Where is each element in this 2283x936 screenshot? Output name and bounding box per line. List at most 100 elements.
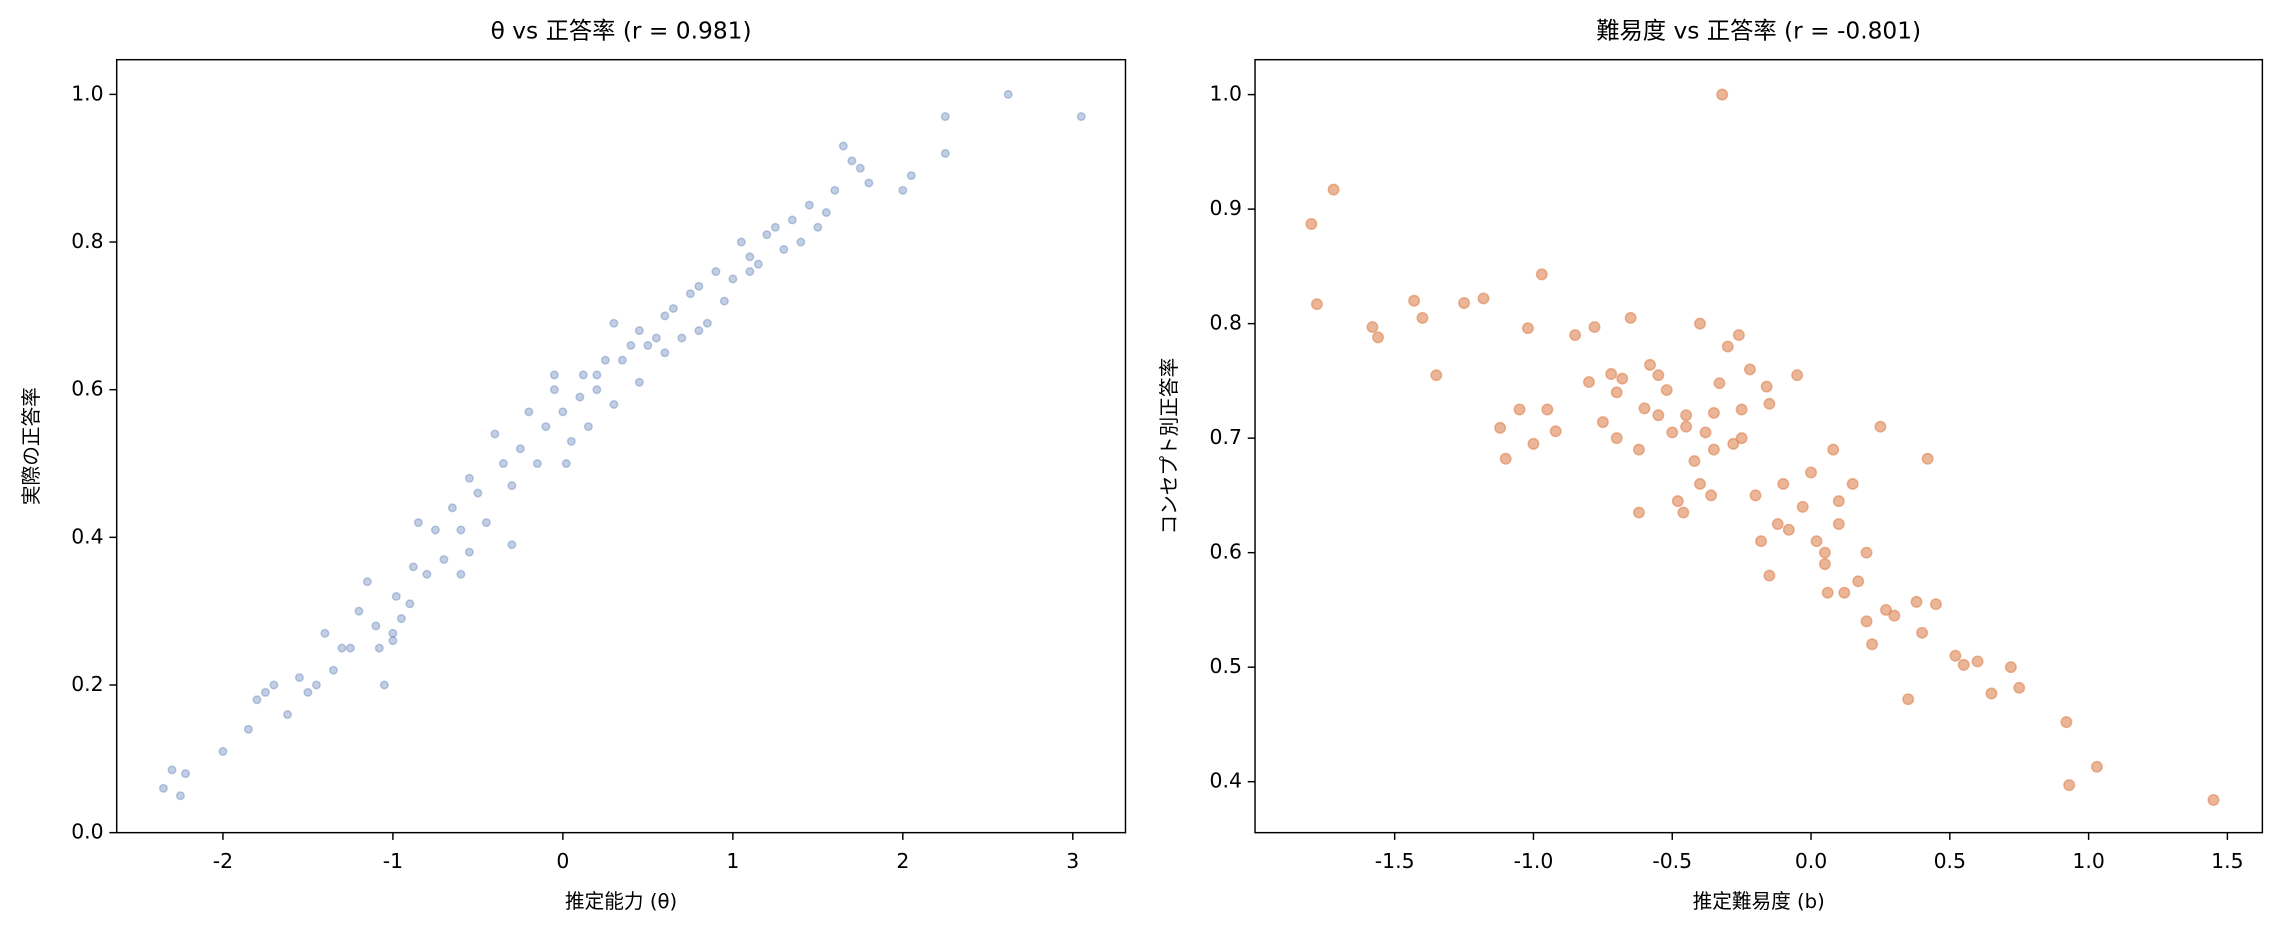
point [464, 473, 474, 483]
y-tick-label: 0.7 [1210, 425, 1242, 449]
point [447, 503, 457, 513]
point [388, 628, 398, 638]
point [243, 724, 253, 734]
point [396, 614, 406, 624]
point [1569, 329, 1582, 342]
point [1305, 218, 1318, 230]
x-tick-label: -2 [213, 849, 233, 873]
point [1916, 626, 1929, 639]
point [413, 518, 423, 528]
point [1880, 603, 1892, 616]
point [1782, 523, 1795, 536]
point [838, 141, 848, 151]
point [1660, 384, 1673, 397]
point [1416, 311, 1429, 324]
point [379, 680, 389, 690]
point [592, 385, 602, 395]
point [1652, 369, 1665, 382]
point [626, 340, 636, 350]
point [1596, 416, 1609, 429]
point [1680, 409, 1693, 422]
y-tick-label: 0.6 [71, 377, 103, 401]
point [1716, 88, 1729, 101]
point [728, 274, 738, 284]
point [898, 185, 908, 195]
point [430, 525, 440, 535]
point [1727, 437, 1740, 450]
x-tick-label: -1.5 [1375, 849, 1415, 873]
point [2063, 779, 2076, 792]
point [719, 296, 729, 306]
x-tick-label: 1 [726, 849, 739, 873]
point [1494, 421, 1507, 434]
y-tick-label: 1.0 [71, 81, 103, 105]
point [1694, 317, 1706, 330]
point [694, 326, 704, 336]
point [1821, 586, 1834, 599]
point [787, 215, 797, 225]
x-tick-label: -1.0 [1514, 849, 1554, 873]
point [685, 289, 695, 299]
point [1827, 443, 1840, 456]
point [1852, 575, 1865, 588]
point [711, 267, 721, 277]
point [770, 222, 780, 232]
point [1755, 535, 1768, 548]
point [694, 281, 704, 291]
point [2013, 681, 2026, 694]
point [371, 621, 381, 631]
point [1327, 183, 1340, 196]
point [1527, 437, 1540, 450]
point [940, 148, 950, 158]
point [2207, 794, 2220, 806]
point [1796, 500, 1809, 513]
point [1860, 615, 1873, 628]
point [1902, 693, 1915, 706]
y-tick-label: 0.8 [1210, 311, 1242, 335]
x-tick-label: 1.0 [2072, 849, 2104, 873]
point [660, 348, 670, 358]
point [320, 628, 330, 638]
point [1644, 358, 1657, 371]
point [498, 459, 508, 469]
point [405, 599, 415, 609]
point [408, 562, 418, 572]
point [1805, 466, 1817, 479]
point [283, 710, 293, 720]
point [1866, 638, 1879, 651]
point [1735, 432, 1748, 445]
point [1838, 586, 1851, 599]
point [1638, 402, 1651, 415]
point [677, 333, 687, 343]
point [1477, 292, 1490, 305]
point [1694, 477, 1706, 490]
chart-title: θ vs 正答率 (r = 0.981) [491, 18, 752, 45]
point [311, 680, 321, 690]
point [1971, 655, 1984, 668]
point [1366, 321, 1379, 334]
x-tick-label: 1.5 [2211, 849, 2243, 873]
point [1791, 369, 1804, 382]
point [583, 422, 593, 432]
point [1408, 294, 1421, 307]
point [702, 318, 712, 328]
point [561, 459, 571, 469]
point [1810, 535, 1823, 548]
point [578, 370, 588, 380]
point [345, 643, 355, 653]
point [328, 665, 338, 675]
point [218, 746, 228, 756]
point [609, 399, 619, 409]
point [1985, 687, 1998, 700]
point [940, 112, 950, 122]
point [181, 769, 191, 779]
point [1777, 477, 1790, 490]
point [779, 244, 789, 254]
point [1957, 658, 1970, 671]
point [1624, 311, 1637, 324]
axes-frame [1254, 58, 2264, 834]
x-tick-label: 2 [896, 849, 909, 873]
point [1949, 649, 1962, 662]
point [906, 171, 916, 181]
